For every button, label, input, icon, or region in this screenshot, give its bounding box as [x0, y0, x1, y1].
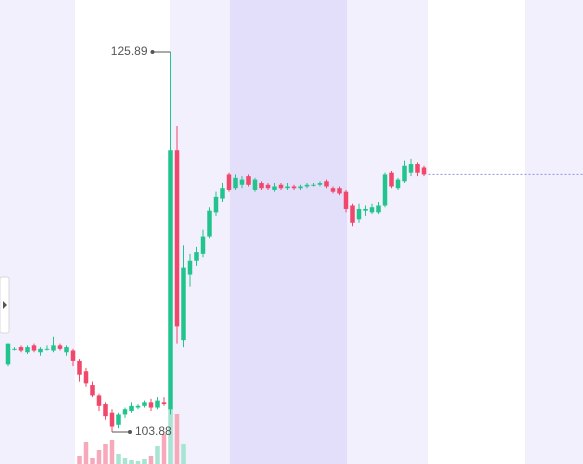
- volume-bar: [122, 458, 128, 464]
- volume-bar: [174, 414, 180, 464]
- candle-body: [168, 150, 173, 410]
- candle-body: [220, 188, 225, 199]
- candle-body: [369, 207, 375, 213]
- band: [230, 0, 347, 464]
- candle-body: [38, 348, 43, 353]
- candle-body: [77, 360, 82, 375]
- candle-body: [109, 412, 115, 427]
- candle-body: [356, 208, 362, 220]
- volume-bar: [77, 456, 82, 464]
- volume-bar: [83, 442, 89, 464]
- candle-body: [343, 191, 349, 209]
- candle-body: [44, 348, 50, 350]
- high-label: 125.89: [111, 44, 148, 58]
- candle-body: [5, 343, 11, 365]
- candle-body: [389, 172, 394, 187]
- candle-body: [402, 165, 407, 182]
- toggle-arrow: [3, 301, 7, 309]
- candle-body: [194, 252, 199, 261]
- candle-body: [415, 164, 420, 173]
- candle-body: [116, 414, 121, 425]
- high-dot: [150, 49, 155, 54]
- volume-bar: [135, 461, 141, 464]
- candle-body: [129, 405, 134, 411]
- candle-body: [57, 345, 63, 349]
- candle-body: [174, 150, 180, 327]
- candle-body: [252, 179, 258, 190]
- candle-body: [135, 405, 141, 408]
- candle-body: [304, 184, 310, 187]
- candle-body: [291, 186, 297, 189]
- candle-body: [187, 260, 193, 275]
- band: [347, 0, 428, 464]
- candle-body: [324, 181, 329, 187]
- candle-body: [161, 402, 167, 405]
- candle-body: [272, 186, 277, 190]
- volume-bar: [96, 450, 102, 464]
- volume-bar: [90, 458, 95, 464]
- candle-body: [96, 395, 102, 406]
- candle-body: [408, 164, 414, 173]
- candle-body: [148, 402, 154, 408]
- candle-body: [265, 184, 271, 189]
- candle-body: [122, 409, 128, 415]
- candle-body: [70, 350, 76, 361]
- band: [170, 0, 230, 464]
- low-dot: [128, 430, 132, 435]
- candle-body: [226, 174, 232, 190]
- candle-body: [213, 196, 219, 213]
- volume-bar: [109, 440, 115, 464]
- candle-body: [233, 177, 238, 189]
- volume-bar: [116, 454, 121, 464]
- candle-body: [90, 385, 95, 396]
- candle-body: [317, 183, 323, 185]
- volume-bar: [161, 434, 167, 464]
- candle-body: [285, 186, 290, 189]
- candle-body: [298, 186, 303, 189]
- volume-bar: [129, 460, 134, 464]
- candle-body: [103, 404, 108, 417]
- candle-body: [155, 400, 160, 408]
- candle-body: [376, 205, 381, 213]
- volume-bar: [181, 444, 186, 464]
- candle-body: [421, 167, 427, 175]
- band: [0, 0, 75, 464]
- plot: 125.89 103.88: [5, 44, 583, 464]
- candle-body: [25, 347, 30, 353]
- candle-body: [142, 402, 147, 406]
- candle-body: [395, 179, 401, 189]
- candle-body: [363, 208, 368, 211]
- candle-body: [246, 176, 251, 185]
- candle-body: [337, 188, 342, 194]
- candle-body: [330, 188, 336, 192]
- volume-bar: [155, 446, 160, 464]
- candle-body: [239, 179, 245, 185]
- candle-body: [259, 183, 264, 189]
- low-label: 103.88: [135, 424, 172, 438]
- candle-body: [181, 267, 186, 341]
- candle-body: [207, 210, 212, 237]
- candle-body: [51, 345, 56, 351]
- candle-body: [311, 184, 316, 186]
- volume-bar: [148, 456, 154, 464]
- volume-bar: [142, 459, 147, 464]
- candle-body: [12, 348, 17, 350]
- band: [525, 0, 583, 464]
- candle-body: [382, 174, 388, 206]
- candle-body: [64, 347, 69, 353]
- candle-body: [278, 184, 284, 189]
- candle-body: [350, 205, 355, 223]
- volume-bar: [168, 409, 173, 464]
- candle-body: [200, 236, 206, 254]
- candle-body: [31, 345, 37, 351]
- volume-bar: [103, 444, 108, 464]
- candle-body: [83, 371, 89, 384]
- candle-body: [18, 347, 24, 351]
